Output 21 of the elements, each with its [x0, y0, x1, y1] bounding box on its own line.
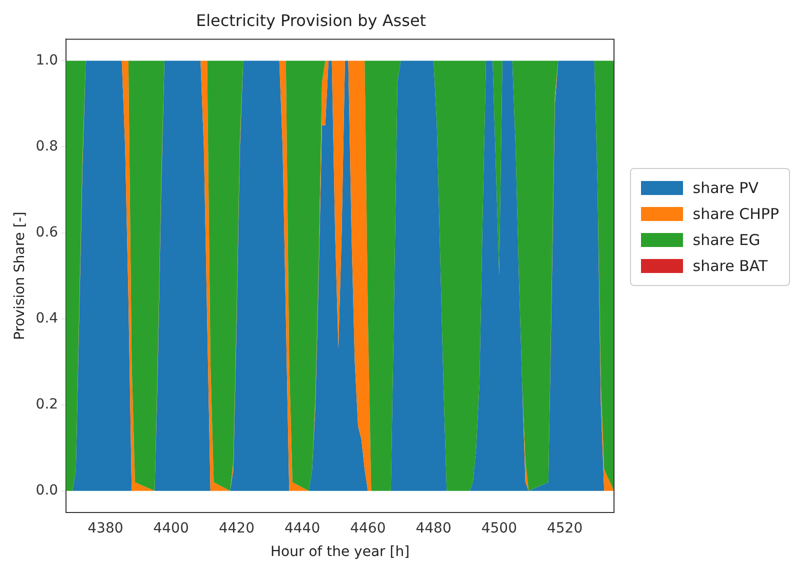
y-tick-label: 0.4: [36, 310, 58, 326]
y-tick-label: 0.0: [36, 482, 58, 499]
y-tick-label: 1.0: [36, 52, 58, 68]
x-tick-label: 4520: [546, 520, 583, 536]
x-tick-label: 4420: [218, 520, 254, 536]
y-tick-label: 0.8: [36, 138, 58, 154]
legend-label: share CHPP: [692, 205, 779, 223]
chart-title: Electricity Provision by Asset: [196, 10, 426, 30]
x-tick-label: 4460: [350, 520, 386, 536]
legend-label: share PV: [692, 179, 758, 197]
y-tick-label: 0.6: [36, 224, 58, 240]
x-tick-label: 4480: [416, 520, 452, 536]
x-tick-label: 4440: [284, 520, 320, 536]
y-axis-title: Provision Share [-]: [12, 212, 28, 340]
x-tick-label: 4380: [88, 520, 124, 536]
x-axis-title: Hour of the year [h]: [270, 544, 410, 560]
legend-label: share EG: [692, 231, 760, 249]
y-tick-label: 0.2: [36, 396, 58, 412]
x-tick-label: 4500: [481, 520, 517, 536]
legend-label: share BAT: [692, 257, 768, 275]
x-tick-label: 4400: [153, 520, 189, 536]
